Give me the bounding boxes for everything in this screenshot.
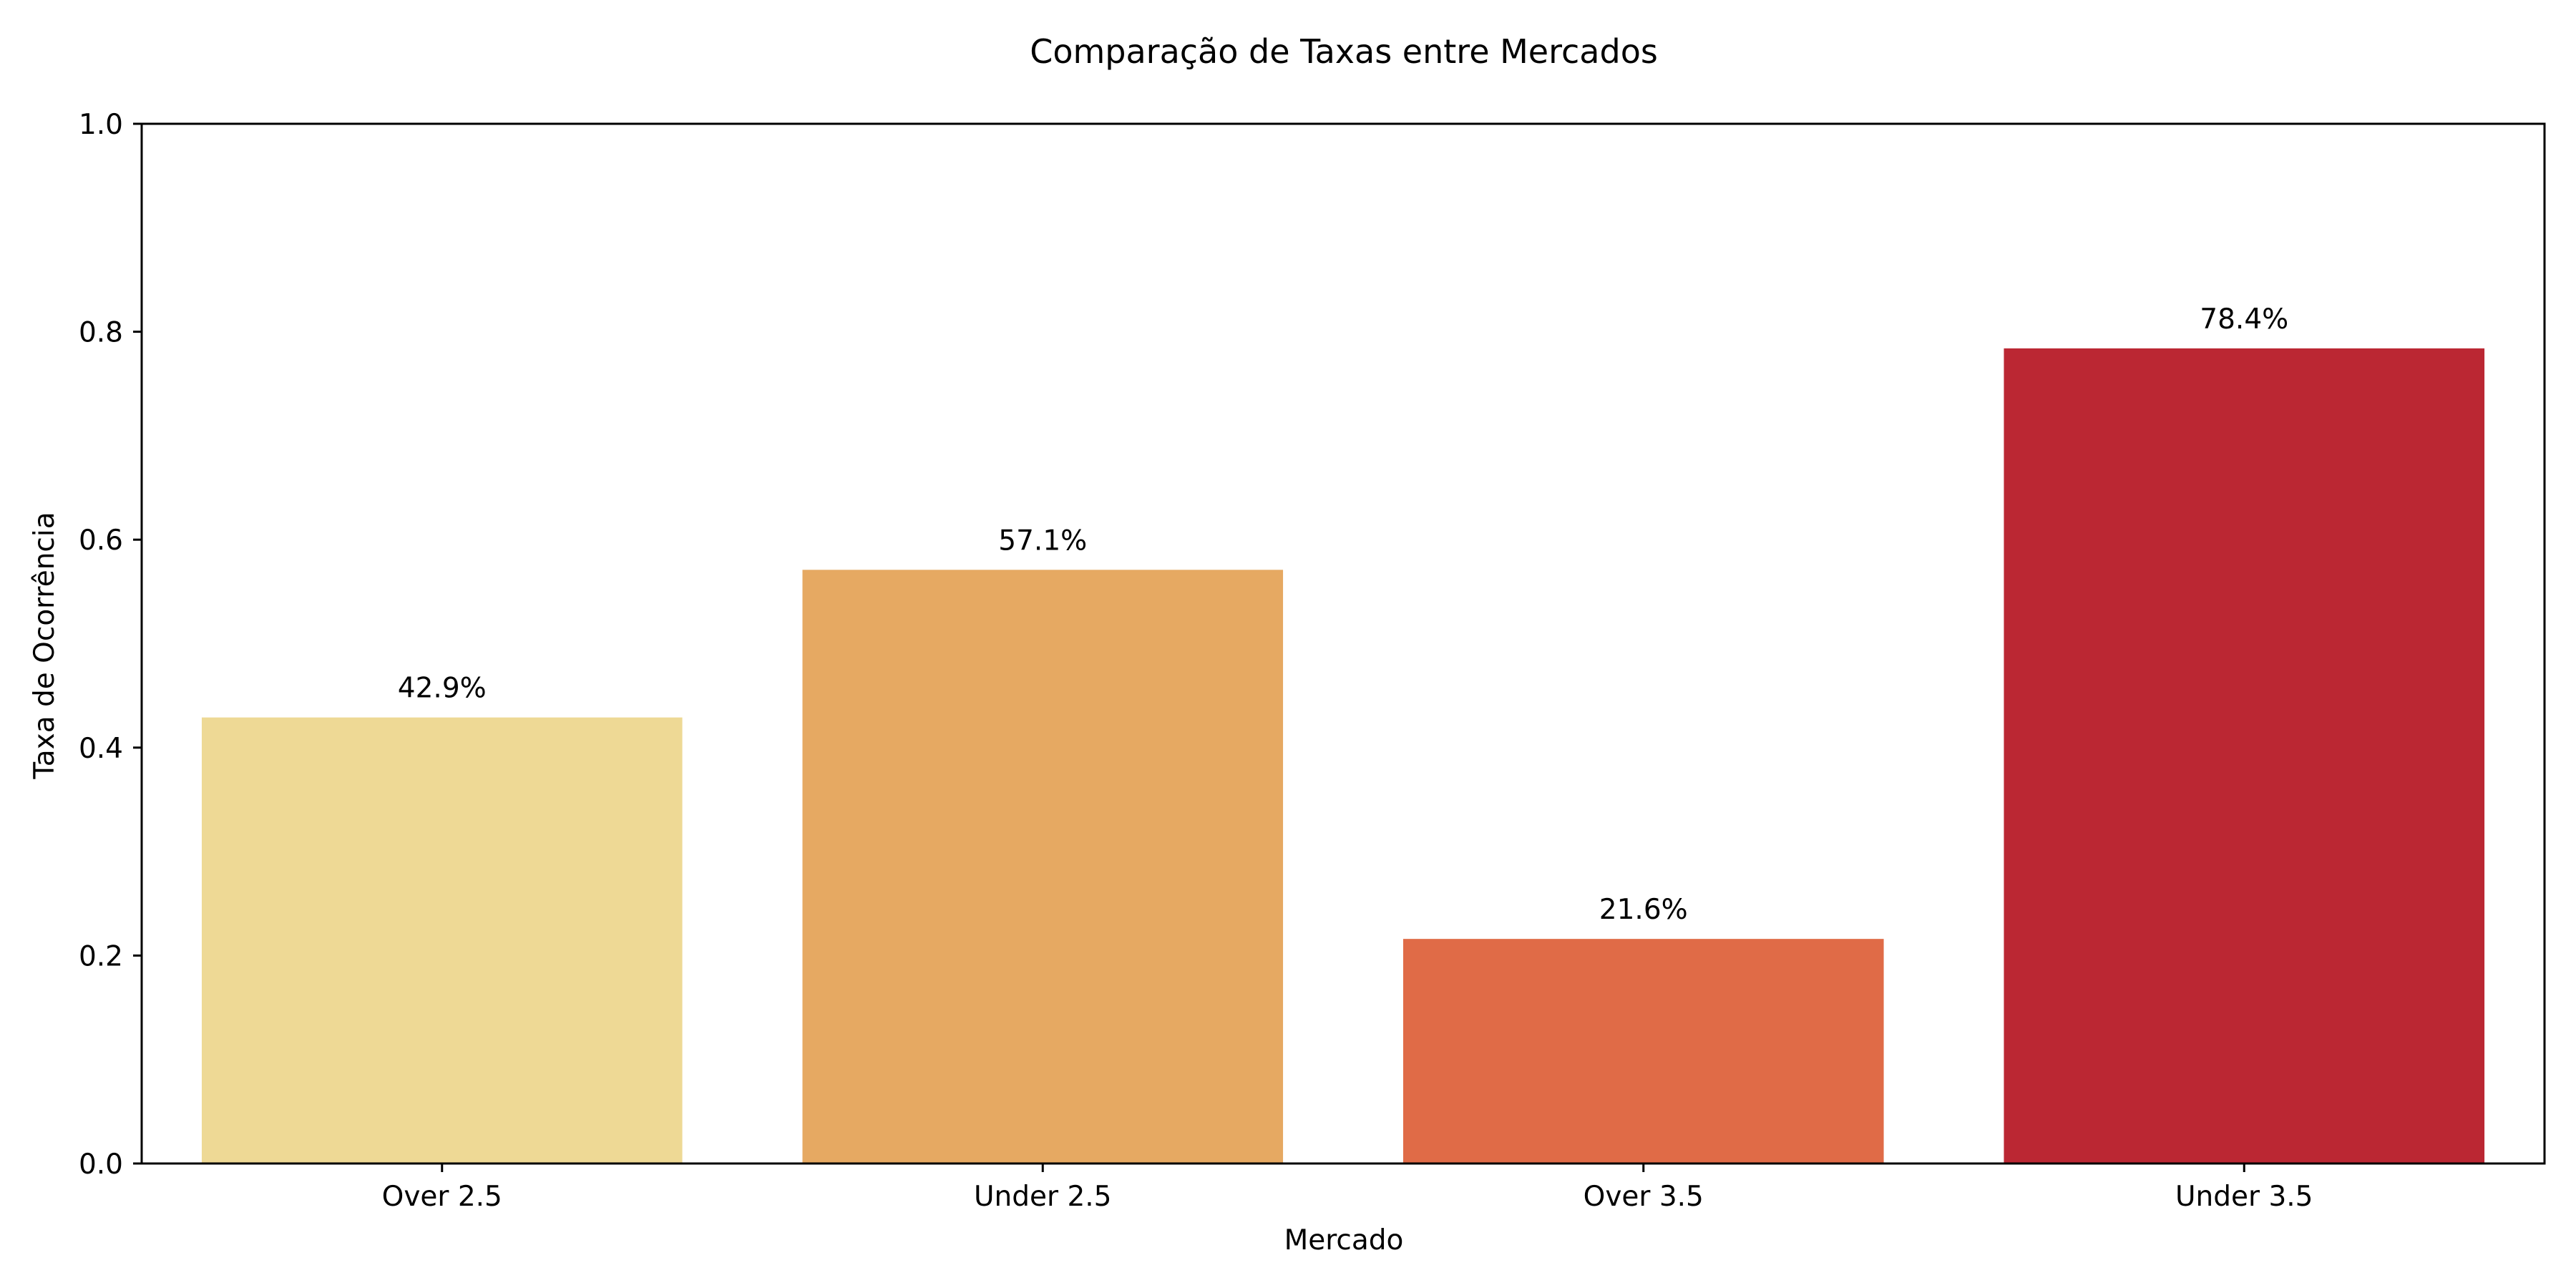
value-label: 57.1% [998,525,1087,557]
bar-under-2-5 [802,570,1284,1163]
bar-over-3-5 [1402,939,1884,1163]
y-tick-label: 0.2 [79,940,123,972]
y-tick-label: 0.0 [79,1148,123,1181]
x-tick-label: Under 2.5 [974,1181,1111,1213]
y-ticks-layer: 0.0 0.2 0.4 0.6 0.8 1.0 [79,109,142,1181]
y-tick-label: 0.4 [79,733,123,765]
y-tick-label: 0.8 [79,317,123,349]
x-tick-label: Under 3.5 [2175,1181,2313,1213]
y-tick-label: 1.0 [79,109,123,141]
bar-under-3-5 [2004,348,2485,1163]
y-tick-label: 0.6 [79,525,123,557]
value-label: 21.6% [1599,894,1688,926]
chart-title: Comparação de Taxas entre Mercados [1030,32,1658,71]
plot-frame [140,122,2546,1165]
x-axis-label: Mercado [1284,1224,1404,1257]
y-axis-label: Taxa de Ocorrência [29,512,61,779]
bars-layer [201,348,2485,1163]
x-tick-label: Over 3.5 [1584,1181,1704,1213]
x-tick-label: Over 2.5 [382,1181,502,1213]
value-label: 42.9% [398,673,487,705]
value-label: 78.4% [2200,303,2288,336]
value-labels-layer: 42.9% 57.1% 21.6% 78.4% [398,303,2288,926]
bar-over-2-5 [201,717,683,1163]
x-ticks-layer: Over 2.5 Under 2.5 Over 3.5 Under 3.5 [382,1163,2313,1213]
